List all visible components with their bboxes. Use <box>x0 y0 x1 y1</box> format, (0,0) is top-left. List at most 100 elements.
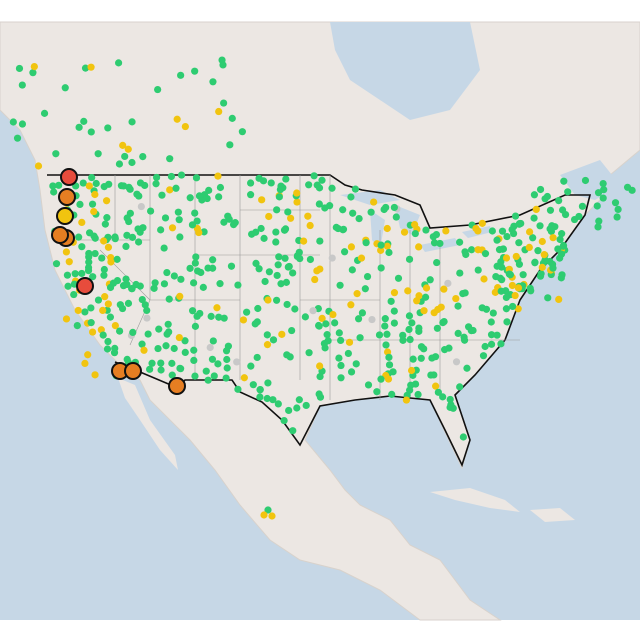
station <box>147 207 155 215</box>
station <box>527 287 535 295</box>
station <box>519 271 527 279</box>
station <box>9 118 17 126</box>
station <box>282 175 290 183</box>
station <box>283 300 291 309</box>
station <box>50 188 58 196</box>
station <box>103 214 111 222</box>
station <box>116 301 124 309</box>
station <box>335 354 343 362</box>
station <box>139 224 147 232</box>
station <box>310 172 318 180</box>
station <box>123 214 131 222</box>
station <box>337 336 345 344</box>
station <box>91 249 99 258</box>
station <box>73 321 81 330</box>
station <box>383 348 392 356</box>
station <box>238 128 246 136</box>
station <box>285 406 293 415</box>
station <box>85 258 93 266</box>
station <box>226 141 234 149</box>
station <box>124 362 142 380</box>
station <box>555 295 563 303</box>
station <box>329 310 337 319</box>
station <box>358 309 367 317</box>
station <box>498 227 507 235</box>
station <box>512 252 520 261</box>
station <box>267 179 275 187</box>
station <box>420 345 428 353</box>
station <box>497 287 505 295</box>
station <box>293 189 301 197</box>
station <box>414 390 422 399</box>
station <box>122 242 130 251</box>
station <box>239 316 248 324</box>
station <box>264 506 272 514</box>
station <box>536 272 545 280</box>
station <box>222 374 230 382</box>
station <box>191 209 199 217</box>
station <box>295 396 303 404</box>
station <box>390 203 398 212</box>
station <box>15 64 24 73</box>
station <box>100 271 108 279</box>
station <box>546 206 555 214</box>
station <box>92 179 100 188</box>
station <box>65 258 73 266</box>
station <box>280 416 288 425</box>
station <box>323 331 331 339</box>
station <box>439 393 447 401</box>
station <box>394 274 403 282</box>
station <box>154 85 162 94</box>
station <box>85 249 93 258</box>
station <box>411 221 419 229</box>
station <box>560 177 568 185</box>
station <box>30 62 38 71</box>
station <box>160 244 168 252</box>
station <box>60 168 78 186</box>
station <box>430 239 439 247</box>
great-lakes <box>340 190 492 252</box>
station <box>316 237 324 245</box>
station <box>144 330 152 338</box>
station <box>559 242 567 250</box>
station <box>209 256 217 264</box>
station <box>305 181 313 189</box>
station <box>99 331 107 339</box>
station <box>61 84 69 92</box>
station <box>220 218 228 226</box>
station <box>442 227 450 235</box>
station <box>402 396 411 404</box>
station <box>168 377 186 395</box>
station <box>215 107 223 116</box>
station <box>459 290 467 298</box>
station <box>383 242 391 250</box>
station <box>502 305 510 313</box>
station <box>208 355 217 363</box>
station <box>274 261 282 269</box>
station <box>157 366 165 374</box>
station <box>531 258 539 266</box>
station <box>355 215 363 223</box>
hispaniola <box>530 508 575 522</box>
station <box>227 262 236 270</box>
station <box>170 272 178 280</box>
station <box>480 275 488 283</box>
station <box>511 212 520 220</box>
station <box>189 307 197 315</box>
station <box>538 237 546 246</box>
station <box>315 390 323 398</box>
station <box>335 329 343 337</box>
station <box>78 243 86 251</box>
station <box>318 314 326 322</box>
station <box>503 232 511 241</box>
station <box>526 228 534 236</box>
station <box>56 207 74 225</box>
station <box>530 191 539 199</box>
station <box>497 263 506 271</box>
station <box>549 234 557 242</box>
station <box>347 301 355 309</box>
station <box>181 122 189 131</box>
station <box>114 59 123 67</box>
station <box>287 214 295 222</box>
station <box>202 367 210 375</box>
